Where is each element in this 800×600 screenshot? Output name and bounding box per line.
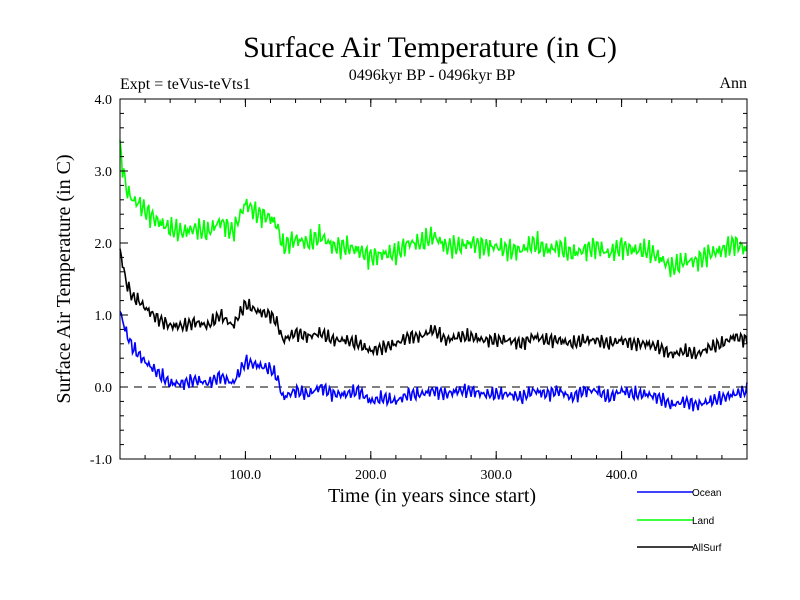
series-line-land [119,139,748,278]
series-line-allsurf [119,248,748,360]
series-line-ocean [119,311,748,412]
y-tick-label: 1.0 [95,309,113,324]
legend-label-ocean: Ocean [692,488,721,499]
x-tick-label: 100.0 [230,468,262,483]
chart-subtitle-center: 0496kyr BP - 0496kyr BP [349,67,516,84]
y-axis-label: Surface Air Temperature (in C) [53,154,75,403]
y-tick-label: 4.0 [95,93,113,108]
chart-subtitle-left: Expt = teVus-teVts1 [120,76,251,93]
x-tick-label: 300.0 [480,468,512,483]
legend-label-land: Land [692,516,714,527]
y-tick-label: 0.0 [95,381,113,396]
x-axis-label: Time (in years since start) [328,485,536,507]
legend-label-allsurf: AllSurf [692,543,722,554]
chart-subtitle-right: Ann [719,75,747,92]
plot-frame [119,98,748,460]
y-tick-label: -1.0 [90,453,112,468]
y-tick-label: 3.0 [95,165,113,180]
chart-title: Surface Air Temperature (in C) [243,31,617,64]
x-tick-label: 400.0 [606,468,638,483]
x-tick-label: 200.0 [355,468,387,483]
y-tick-label: 2.0 [95,237,113,252]
